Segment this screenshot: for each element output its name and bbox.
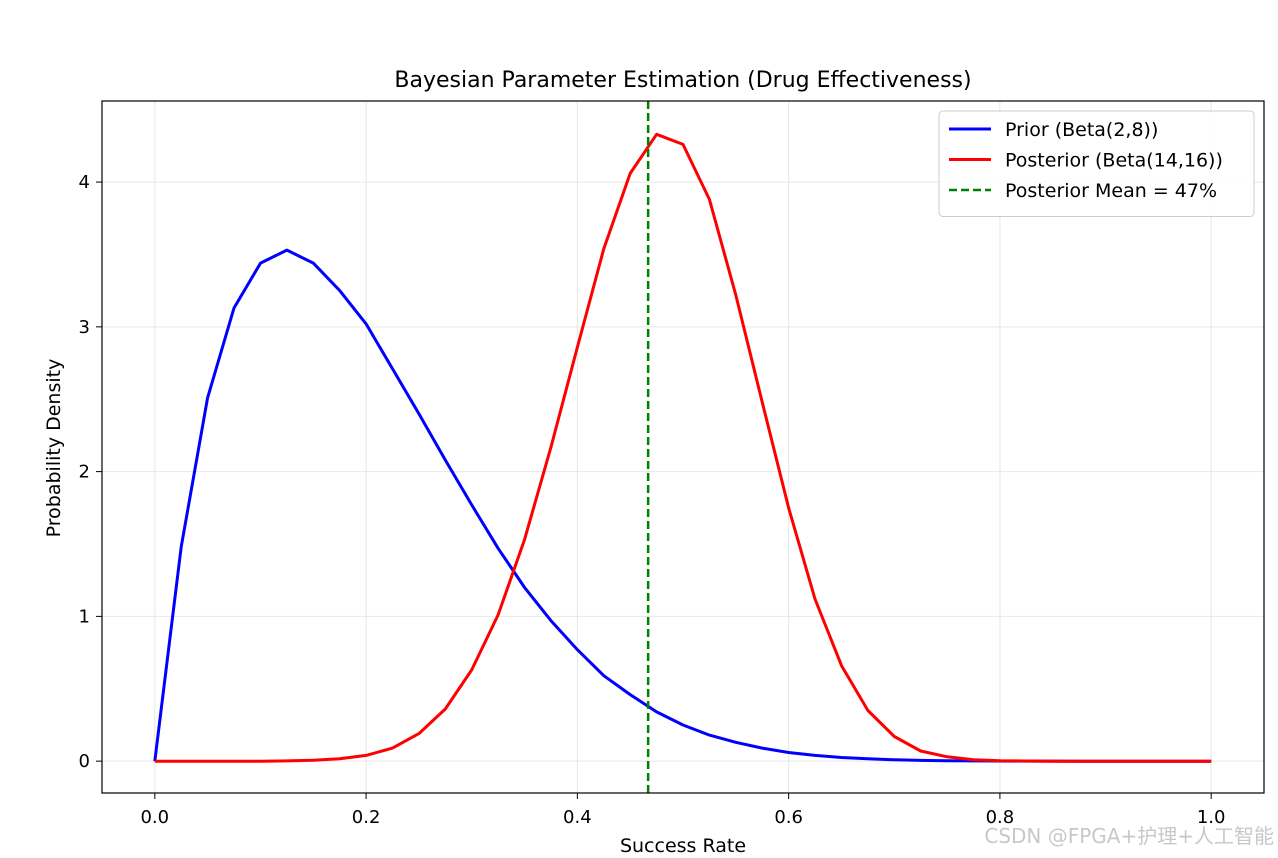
plot-frame (101, 100, 1265, 794)
legend-label: Posterior (Beta(14,16)) (1005, 150, 1223, 172)
x-tick-label: 0.0 (140, 807, 169, 828)
x-tick-label: 1.0 (1197, 807, 1226, 828)
x-tick-label: 0.8 (986, 807, 1015, 828)
watermark-text: CSDN @FPGA+护理+人工智能 (984, 824, 1274, 848)
y-tick-label: 3 (79, 317, 90, 338)
legend-label: Prior (Beta(2,8)) (1005, 119, 1158, 141)
y-axis-title: Probability Density (43, 359, 65, 538)
series-layer (153, 101, 1212, 793)
y-tick-label: 0 (79, 751, 90, 772)
x-axis-title: Success Rate (620, 835, 746, 857)
legend-box (938, 110, 1255, 217)
x-tick-label: 0.2 (352, 807, 381, 828)
x-tick-label: 0.6 (774, 807, 803, 828)
axis-ticks: 0.0 0.2 0.4 0.6 0.8 1.0 0 1 2 3 4 (79, 172, 1226, 828)
series-line-1 (154, 132, 1212, 763)
chart-title: Bayesian Parameter Estimation (Drug Effe… (394, 68, 971, 93)
x-tick-label: 0.4 (563, 807, 592, 828)
y-tick-label: 1 (79, 606, 90, 627)
legend: Prior (Beta(2,8)) Posterior (Beta(14,16))… (938, 110, 1255, 217)
y-tick-label: 2 (79, 462, 90, 483)
legend-label: Posterior Mean = 47% (1005, 180, 1217, 202)
y-tick-label: 4 (79, 172, 90, 193)
